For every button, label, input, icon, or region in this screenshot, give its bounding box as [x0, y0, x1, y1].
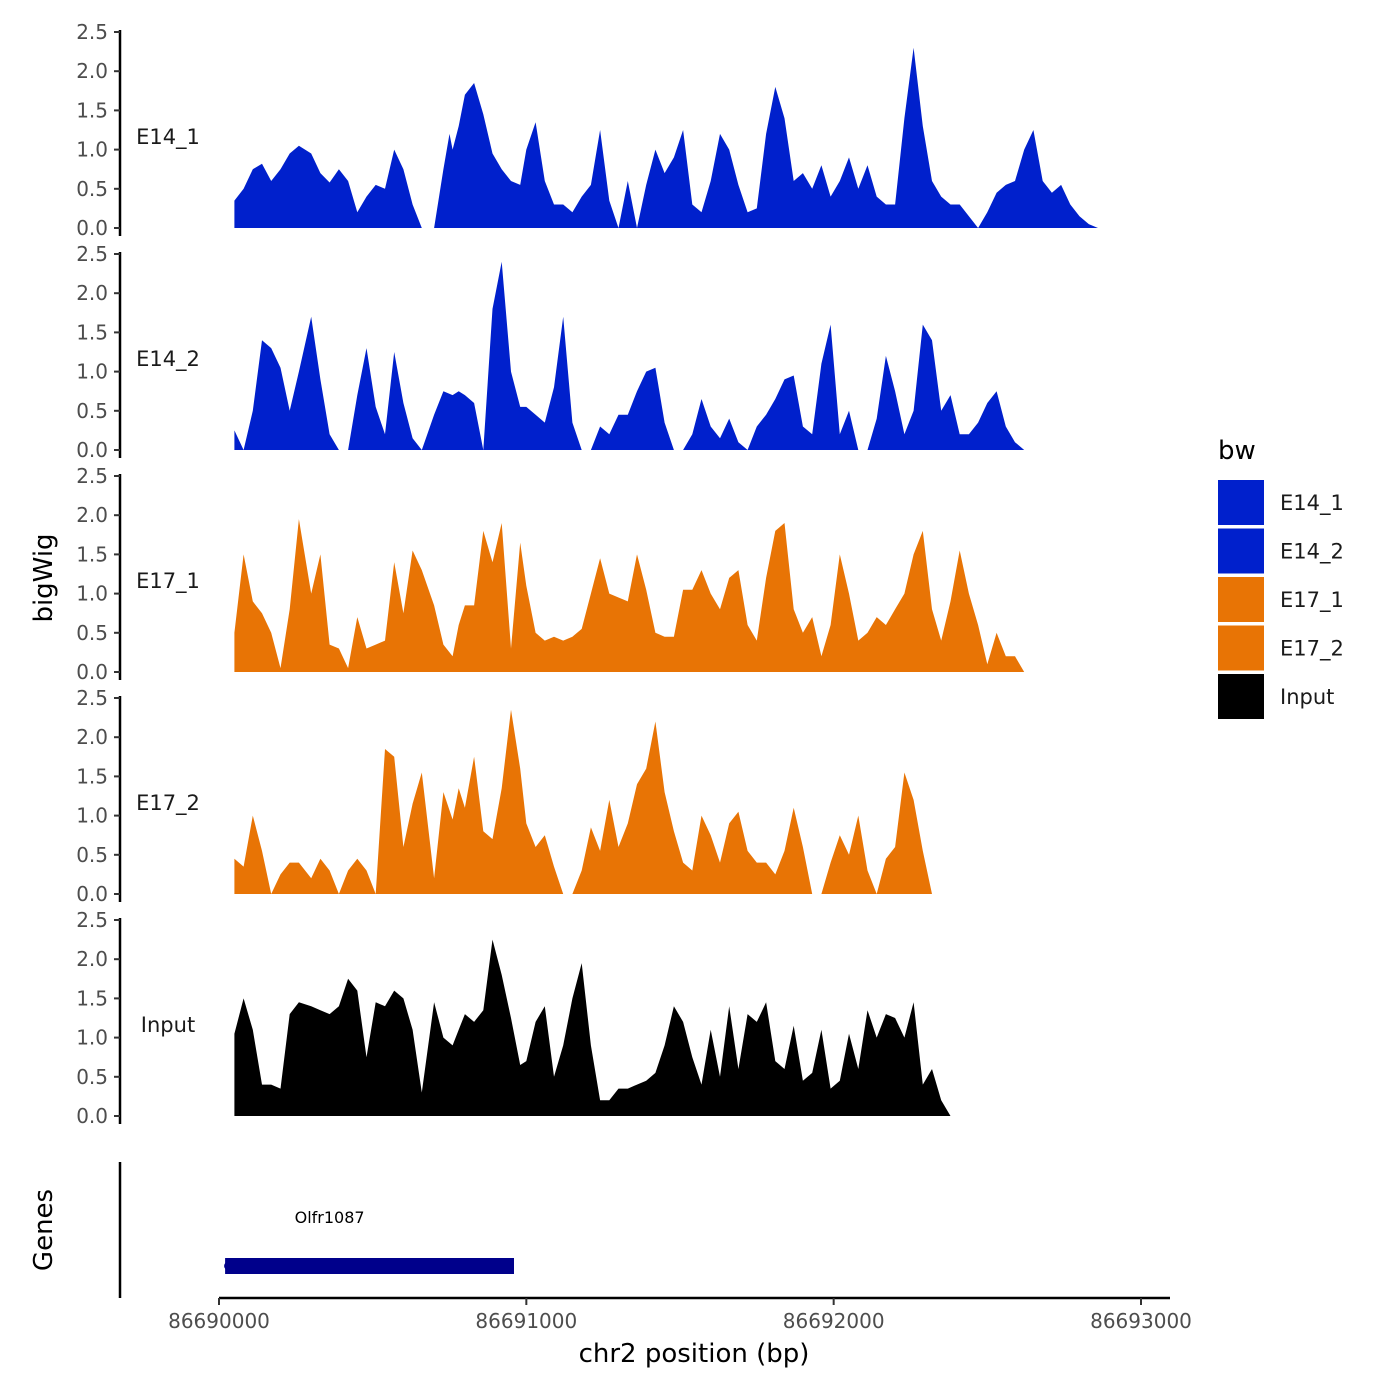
x-axis-title: chr2 position (bp)	[579, 1339, 810, 1369]
y-tick-label: 1.5	[76, 320, 108, 344]
track-label-E17_2: E17_2	[136, 791, 200, 816]
y-tick-label: 2.0	[76, 725, 108, 749]
signal-tracks: 0.0 0.5 1.0 1.5 2.0 2.5 E14_1 0.0 0.5 1.0 1.5 2.0 2.…	[76, 20, 1123, 1128]
legend-swatch-E17_2	[1218, 625, 1264, 671]
legend-swatch-Input	[1218, 674, 1264, 719]
legend-title: bw	[1218, 436, 1256, 466]
legend-label-Input: Input	[1280, 685, 1334, 709]
y-axis-title: bigWig	[29, 533, 59, 622]
track-label-E14_2: E14_2	[136, 347, 200, 372]
legend: bw E14_1 E14_2 E17_1 E17_2 Input	[1218, 436, 1344, 719]
legend-label-E17_2: E17_2	[1280, 637, 1344, 662]
y-tick-label: 1.0	[76, 138, 108, 162]
y-tick-label: 2.5	[76, 242, 108, 266]
y-tick-label: 1.0	[76, 582, 108, 606]
y-tick-label: 0.0	[76, 882, 108, 906]
x-tick-label: 86692000	[783, 1309, 885, 1333]
legend-label-E14_1: E14_1	[1280, 491, 1344, 516]
y-tick-label: 2.0	[76, 59, 108, 83]
gene-label-Olfr1087: Olfr1087	[295, 1208, 365, 1227]
gene-track: Olfr1087	[118, 1162, 514, 1298]
y-tick-label: 0.0	[76, 1104, 108, 1128]
legend-swatch-E17_1	[1218, 577, 1264, 622]
y-tick-label: 2.0	[76, 947, 108, 971]
signal-area-E14_1	[234, 47, 1123, 229]
y-tick-label: 2.5	[76, 908, 108, 932]
gene-track-title: Genes	[29, 1189, 59, 1271]
y-tick-label: 1.5	[76, 542, 108, 566]
signal-area-E17_1	[234, 519, 1123, 672]
y-tick-label: 2.0	[76, 503, 108, 527]
legend-swatch-E14_2	[1218, 528, 1264, 574]
y-tick-label: 0.0	[76, 438, 108, 462]
track-E14_2: 0.0 0.5 1.0 1.5 2.0 2.5 E14_2	[76, 242, 1123, 462]
track-label-E14_1: E14_1	[136, 125, 200, 150]
legend-swatch-E14_1	[1218, 480, 1264, 525]
y-tick-label: 1.0	[76, 1026, 108, 1050]
x-axis: 86690000 86691000 86692000 86693000	[168, 1296, 1192, 1333]
track-label-E17_1: E17_1	[136, 569, 200, 594]
y-tick-label: 1.5	[76, 986, 108, 1010]
signal-area-E14_2	[234, 261, 1123, 450]
y-tick-label: 2.5	[76, 686, 108, 710]
x-tick-label: 86691000	[475, 1309, 577, 1333]
gene-body-Olfr1087	[225, 1258, 514, 1274]
y-tick-label: 2.5	[76, 464, 108, 488]
track-E17_1: 0.0 0.5 1.0 1.5 2.0 2.5 E17_1	[76, 464, 1123, 684]
y-tick-label: 1.0	[76, 360, 108, 384]
y-tick-label: 0.5	[76, 621, 108, 645]
y-tick-label: 2.0	[76, 281, 108, 305]
y-tick-label: 1.0	[76, 804, 108, 828]
y-tick-label: 0.0	[76, 216, 108, 240]
y-tick-label: 0.5	[76, 177, 108, 201]
y-tick-label: 1.5	[76, 98, 108, 122]
track-E17_2: 0.0 0.5 1.0 1.5 2.0 2.5 E17_2	[76, 686, 1123, 906]
track-E14_1: 0.0 0.5 1.0 1.5 2.0 2.5 E14_1	[76, 20, 1123, 240]
y-tick-label: 1.5	[76, 764, 108, 788]
x-tick-label: 86690000	[168, 1309, 270, 1333]
legend-label-E14_2: E14_2	[1280, 540, 1344, 565]
y-tick-label: 0.5	[76, 399, 108, 423]
y-tick-label: 0.0	[76, 660, 108, 684]
legend-label-E17_1: E17_1	[1280, 588, 1344, 613]
y-tick-label: 2.5	[76, 20, 108, 44]
track-label-Input: Input	[141, 1013, 195, 1037]
gene-strand-marker	[224, 1262, 233, 1270]
track-Input: 0.0 0.5 1.0 1.5 2.0 2.5 Input	[76, 908, 1123, 1128]
x-tick-label: 86693000	[1090, 1309, 1192, 1333]
y-tick-label: 0.5	[76, 843, 108, 867]
signal-area-Input	[234, 939, 1123, 1116]
y-tick-label: 0.5	[76, 1065, 108, 1089]
signal-area-E17_2	[234, 709, 1123, 894]
